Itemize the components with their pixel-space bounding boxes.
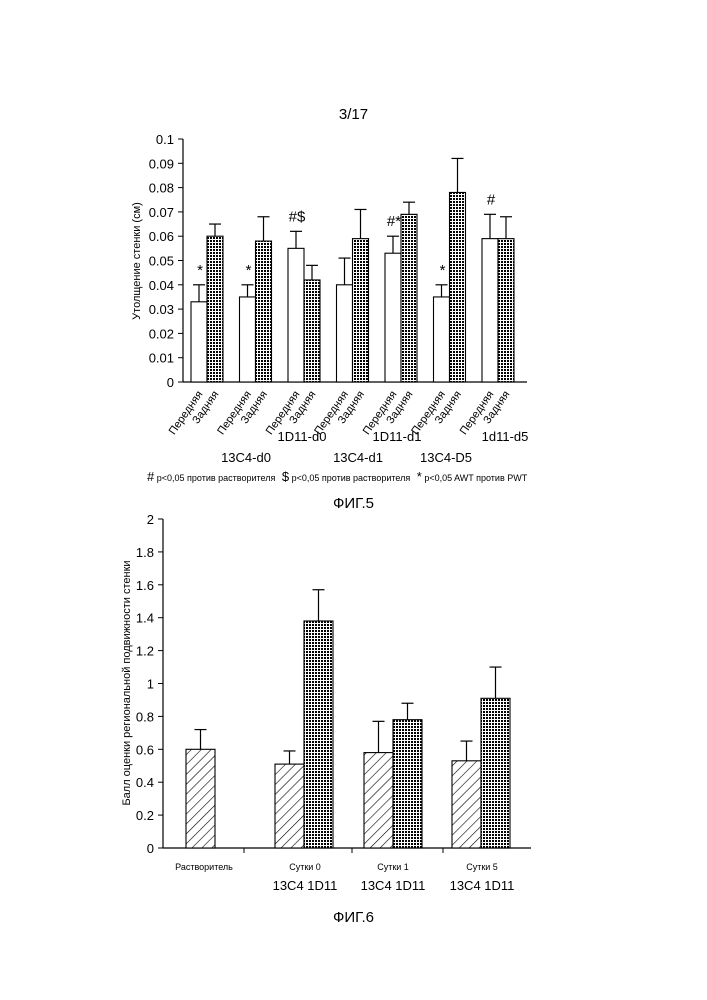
y-tick-label: 0.8 [136,709,154,724]
group-label: Растворитель [175,862,233,872]
y-tick-label: 0.04 [149,278,174,293]
group-sublabel: 13C4 1D11 [450,878,515,893]
y-tick-label: 0.06 [149,229,174,244]
y-tick-label: 0.4 [136,775,154,790]
significance-marker: * [440,262,446,279]
y-tick-label: 1 [147,677,154,692]
group-label: 13C4-d1 [333,450,383,465]
y-tick-label: 0.07 [149,205,174,220]
bar-13c4 [185,748,216,849]
figure-6-caption: ФИГ.6 [333,909,374,926]
y-axis-label: Утолщение стенки (см) [131,202,143,320]
figure-5-legend: # p<0,05 против растворителя $ p<0,05 пр… [143,469,527,484]
group-label: 1d11-d5 [482,429,529,444]
y-tick-label: 1.8 [136,545,154,560]
bar-13c4 [451,760,482,849]
y-tick-label: 0.6 [136,742,154,757]
y-tick-label: 0 [167,375,174,390]
y-tick-label: 0.02 [149,326,174,341]
group-sublabel: 13C4 1D11 [273,878,338,893]
bar-1d11 [392,719,423,849]
y-tick-label: 1.6 [136,578,154,593]
bar-posterior [448,191,467,383]
bar-anterior [287,247,305,383]
group-label: Сутки 5 [466,862,498,872]
legend-star-text: p<0,05 AWT против PWT [424,473,528,483]
group-sublabel: 13C4 1D11 [361,878,426,893]
significance-marker: # [487,191,496,208]
group-label: 13C4-d0 [221,450,271,465]
significance-marker: * [246,262,252,279]
bar-posterior [254,240,273,383]
y-tick-label: 0 [147,841,154,856]
significance-marker: * [197,262,203,279]
y-tick-label: 1.2 [136,644,154,659]
legend-hash-text: p<0,05 против растворителя [156,473,276,483]
bar-anterior [335,284,354,383]
legend-dollar-symbol: $ [281,469,290,484]
significance-marker: #$ [289,208,306,225]
legend-hash-symbol: # [147,469,155,484]
bar-anterior [384,252,402,383]
significance-marker: #* [387,213,401,230]
group-label: Сутки 0 [289,862,321,872]
bar-posterior [400,213,418,383]
y-axis-label: Балл оценки региональной подвижности сте… [121,560,133,805]
y-tick-label: 0.09 [149,156,174,171]
group-label: 13C4-D5 [420,450,472,465]
y-tick-label: 0.05 [149,254,174,269]
y-tick-label: 1.4 [136,611,154,626]
y-tick-label: 0.03 [149,302,174,317]
bar-posterior [303,279,321,383]
y-tick-label: 0.2 [136,808,154,823]
bar-1d11 [480,697,511,849]
bar-13c4 [363,752,394,849]
page-number: 3/17 [338,106,369,123]
bar-anterior [238,296,257,383]
bar-anterior [481,238,499,383]
legend-dollar-text: p<0,05 против растворителя [291,473,411,483]
y-tick-label: 0.01 [149,351,174,366]
bar-anterior [190,301,208,383]
bar-posterior [351,238,370,383]
y-tick-label: 2 [147,512,154,527]
bar-posterior [206,235,224,383]
y-tick-label: 0.08 [149,181,174,196]
bar-13c4 [274,763,305,849]
group-label: 1D11-d0 [278,429,327,444]
group-label: 1D11-d1 [373,429,422,444]
figure-5-caption: ФИГ.5 [333,495,374,512]
bar-1d11 [303,620,334,849]
bar-posterior [497,238,515,383]
bar-anterior [432,296,451,383]
legend-star-symbol: * [416,469,422,484]
y-tick-label: 0.1 [156,132,174,147]
group-label: Сутки 1 [377,862,409,872]
